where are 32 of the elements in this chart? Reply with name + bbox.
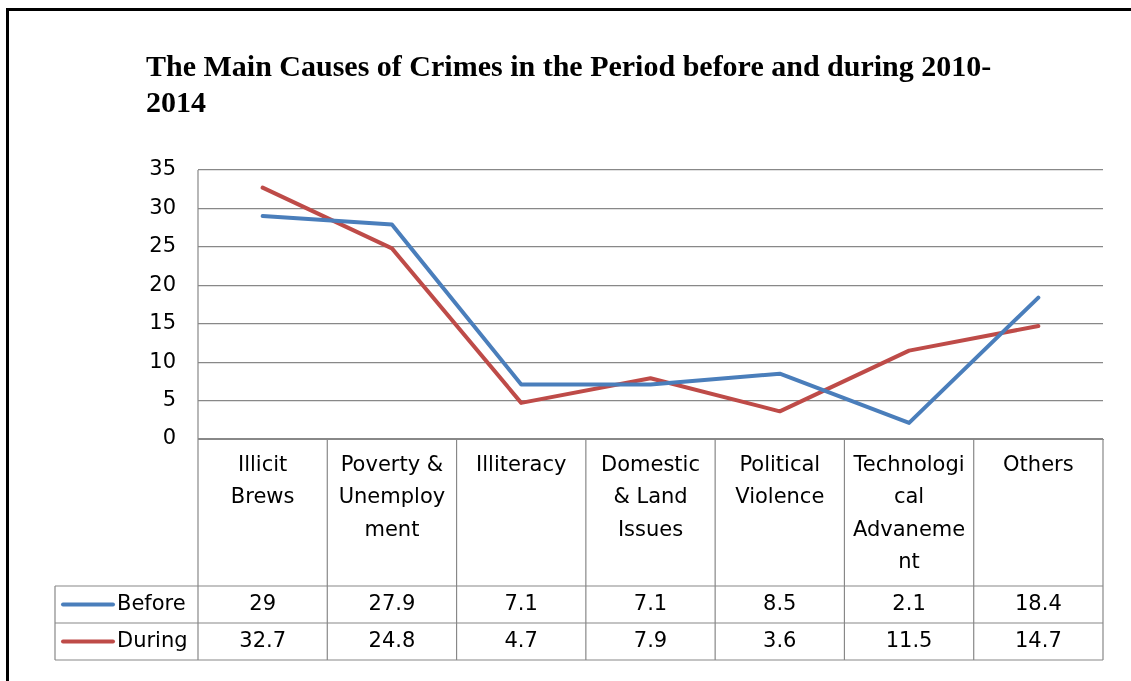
- x-tick-label: Others: [1003, 451, 1074, 476]
- data-label: 18.4: [1014, 590, 1062, 615]
- data-label: 24.8: [368, 627, 416, 652]
- x-tick-label: Domestic & Land Issues: [601, 451, 700, 541]
- x-tick-label: Political Violence: [735, 451, 825, 509]
- x-tick-label: Technological Advanement: [852, 451, 966, 574]
- data-label: 27.9: [368, 590, 416, 615]
- y-tick-label: 30: [149, 194, 176, 219]
- data-label: 7.1: [504, 590, 538, 615]
- data-label: 7.9: [633, 627, 668, 652]
- chart-title: The Main Causes of Crimes in the Period before and during 2010-2014: [146, 48, 993, 120]
- x-tick-label: Illiteracy: [476, 451, 567, 476]
- y-tick-label: 15: [149, 310, 176, 335]
- y-tick-label: 35: [149, 156, 176, 181]
- y-tick-label: 0: [162, 425, 176, 450]
- data-label: 11.5: [885, 627, 933, 652]
- data-label: 8.5: [763, 590, 797, 615]
- data-label: 32.7: [239, 627, 287, 652]
- y-tick-label: 25: [149, 233, 176, 258]
- data-label: 2.1: [892, 590, 926, 615]
- data-label: 14.7: [1014, 627, 1062, 652]
- y-tick-label: 10: [149, 348, 176, 373]
- y-tick-label: 5: [162, 387, 176, 412]
- data-label: 3.6: [763, 627, 797, 652]
- legend-label: Before: [117, 590, 186, 615]
- x-tick-label: Illicit Brews: [230, 451, 295, 509]
- data-label: 7.1: [633, 590, 668, 615]
- data-label: 4.7: [504, 627, 538, 652]
- y-tick-label: 20: [149, 271, 176, 296]
- data-label: 29: [249, 590, 277, 615]
- x-tick-label: Poverty & Unemployment: [338, 451, 446, 541]
- legend-label: During: [117, 627, 188, 652]
